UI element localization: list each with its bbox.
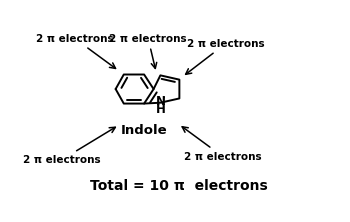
Text: 2 π electrons: 2 π electrons [22,127,115,165]
Text: Indole: Indole [121,124,167,137]
Text: ··: ·· [156,94,167,103]
Text: Total = 10 π  electrons: Total = 10 π electrons [91,179,268,193]
Text: 2 π electrons: 2 π electrons [182,127,261,162]
Text: 2 π electrons: 2 π electrons [109,34,187,68]
Text: 2 π electrons: 2 π electrons [36,34,116,68]
Text: H: H [155,103,165,116]
Text: N: N [155,95,166,108]
Text: 2 π electrons: 2 π electrons [186,39,264,74]
